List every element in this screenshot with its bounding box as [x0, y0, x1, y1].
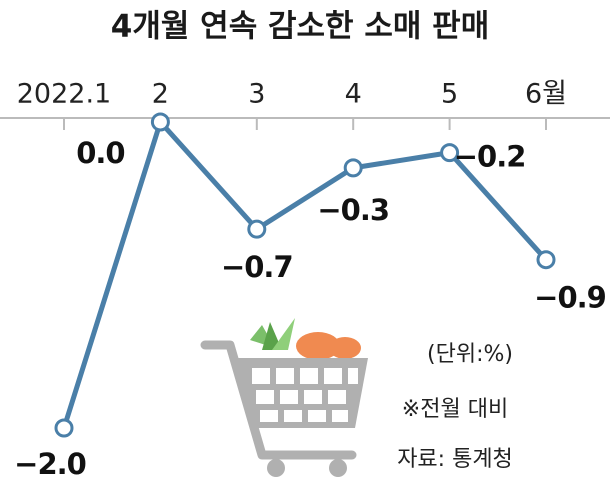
point: [440, 143, 460, 163]
value-label: −0.2: [454, 140, 526, 174]
point: [150, 112, 170, 132]
point: [247, 219, 267, 239]
source-note: 자료: 통계청: [397, 447, 513, 472]
point: [343, 158, 363, 178]
cart-icon: [200, 318, 368, 477]
x-tick-label: 2022.1: [17, 79, 111, 110]
value-label: −0.9: [534, 281, 606, 315]
x-tick-label: 5: [441, 79, 458, 110]
line: [61, 119, 548, 429]
value-label: 0.0: [76, 136, 124, 170]
value-label: −0.3: [317, 193, 389, 227]
x-tick-label: 2: [152, 79, 169, 110]
x-tick-label: 3: [248, 79, 265, 110]
x-tick-label: 6월: [525, 79, 567, 110]
unit-note: (단위:%): [427, 342, 513, 367]
basis-note: ※전월 대비: [402, 397, 508, 422]
point: [536, 250, 556, 270]
chart-title: 4개월 연속 감소한 소매 판매: [111, 9, 489, 45]
value-label: −0.7: [221, 250, 293, 284]
x-tick-label: 4: [345, 79, 362, 110]
value-label: −2.0: [14, 447, 86, 481]
point: [54, 418, 74, 438]
